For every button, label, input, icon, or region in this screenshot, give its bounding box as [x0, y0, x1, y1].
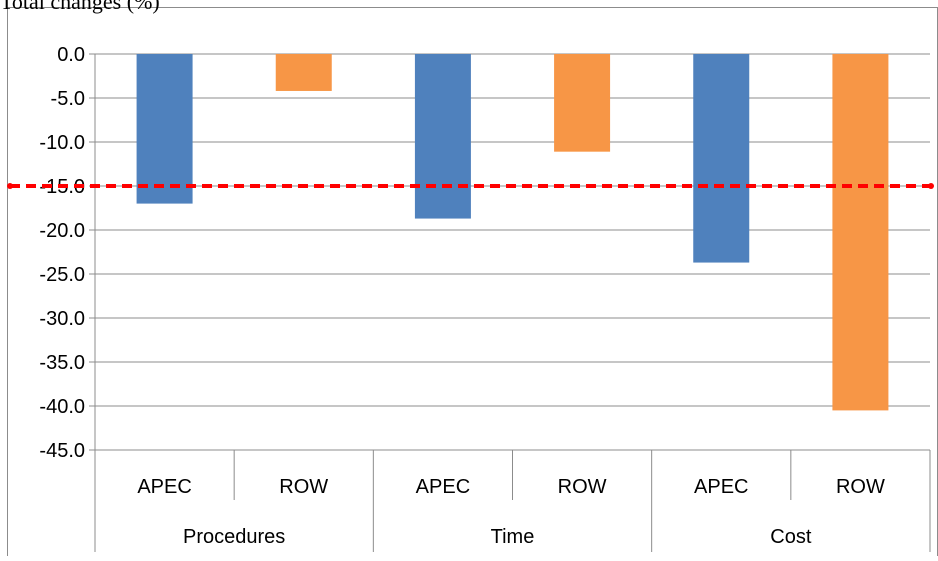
y-tick-label: -25.0: [39, 264, 85, 286]
x-tick-label: APEC: [416, 476, 470, 498]
x-group-label: Procedures: [183, 526, 285, 548]
y-tick-label: -45.0: [39, 440, 85, 462]
y-tick-label: -30.0: [39, 308, 85, 330]
x-group-label: Cost: [770, 526, 812, 548]
reference-line-marker: [928, 183, 934, 189]
y-tick-label: -10.0: [39, 132, 85, 154]
x-tick-label: ROW: [558, 476, 607, 498]
x-tick-label: ROW: [279, 476, 328, 498]
x-tick-label: ROW: [836, 476, 885, 498]
x-tick-label: APEC: [694, 476, 748, 498]
bar-procedures-row: [275, 54, 332, 91]
y-tick-label: -20.0: [39, 220, 85, 242]
x-group-label: Time: [491, 526, 535, 548]
reference-line-marker: [7, 183, 13, 189]
y-tick-label: -35.0: [39, 352, 85, 374]
bar-cost-apec: [693, 54, 750, 263]
bar-procedures-apec: [136, 54, 193, 204]
y-tick-label: -5.0: [51, 88, 85, 110]
bar-time-apec: [414, 54, 471, 219]
y-tick-label: 0.0: [57, 44, 85, 66]
bar-time-row: [554, 54, 611, 152]
bar-cost-row: [832, 54, 889, 411]
x-tick-label: APEC: [137, 476, 191, 498]
chart-title: Total changes (%): [0, 0, 160, 14]
y-tick-label: -40.0: [39, 396, 85, 418]
